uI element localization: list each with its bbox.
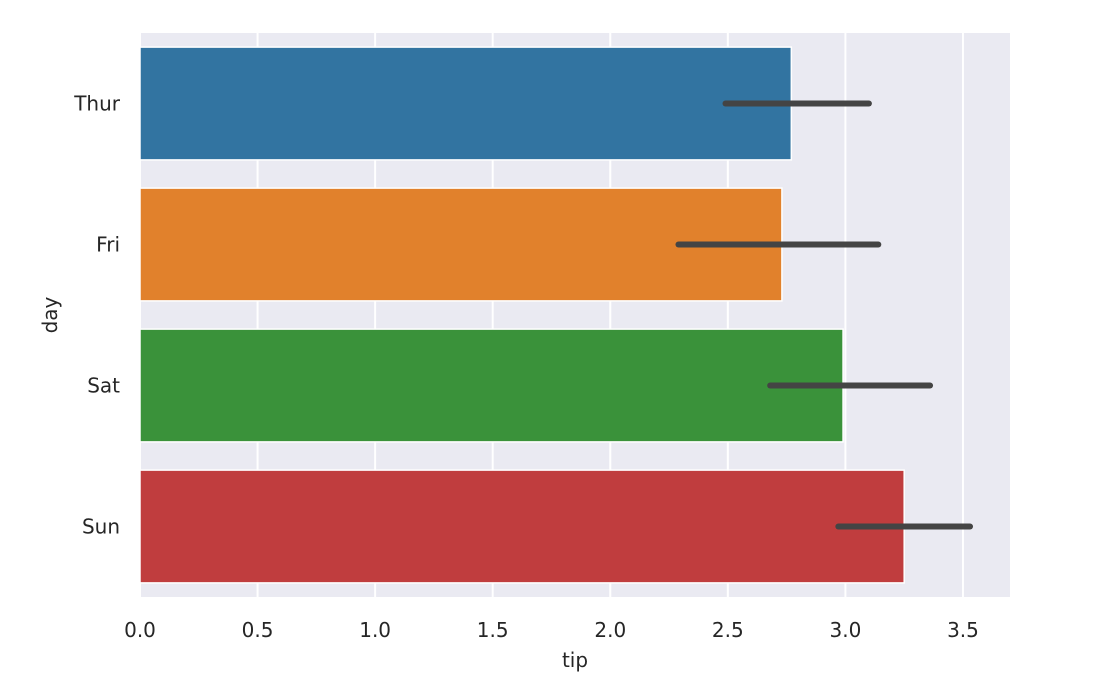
y-axis-label: day: [38, 296, 62, 333]
x-tick-label: 2.0: [594, 618, 626, 642]
x-tick-label: 2.5: [712, 618, 744, 642]
x-tick-labels: 0.0 0.5 1.0 1.5 2.0 2.5 3.0 3.5: [124, 618, 979, 642]
y-tick-label: Sun: [82, 515, 120, 539]
x-tick-label: 1.5: [477, 618, 509, 642]
y-tick-label: Sat: [87, 374, 120, 398]
x-tick-label: 0.5: [242, 618, 274, 642]
bar-fri: [139, 187, 783, 302]
error-bars: [675, 100, 974, 530]
y-tick-label: Fri: [96, 233, 120, 257]
bar-thur: [139, 46, 793, 161]
bar-sun: [139, 469, 905, 584]
x-axis-label: tip: [562, 648, 588, 672]
x-tick-label: 1.0: [359, 618, 391, 642]
y-tick-label: Thur: [73, 92, 121, 116]
x-tick-label: 3.0: [829, 618, 861, 642]
y-tick-labels: Thur Fri Sat Sun: [73, 92, 121, 539]
x-tick-label: 3.5: [947, 618, 979, 642]
x-tick-label: 0.0: [124, 618, 156, 642]
bars: [139, 46, 905, 584]
bar-sat: [139, 328, 844, 443]
